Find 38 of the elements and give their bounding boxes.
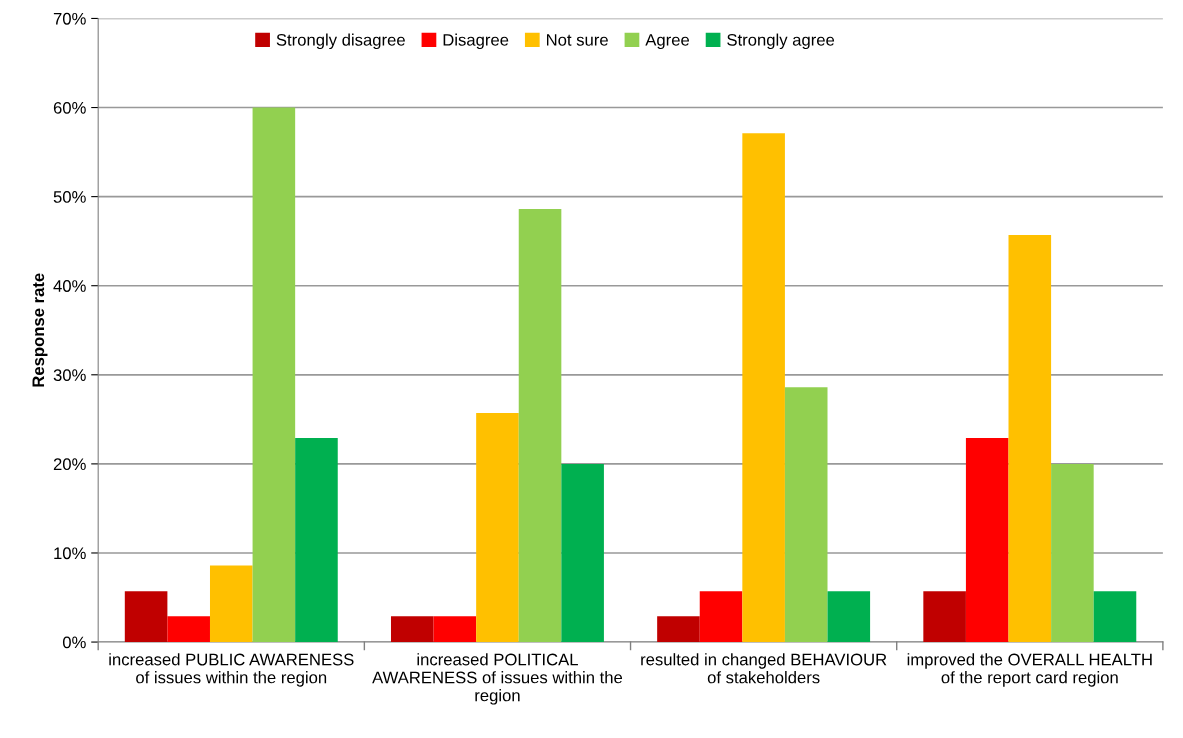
bar [561, 463, 604, 643]
bar [1008, 234, 1052, 643]
bar [390, 616, 434, 643]
bar [784, 387, 828, 643]
legend-label: Strongly agree [727, 33, 835, 50]
y-tick-label: 10% [54, 547, 86, 560]
bar [1051, 463, 1094, 643]
bar [209, 565, 253, 643]
x-tick-label: increased POLITICAL AWARENESS of issues within the region [372, 653, 623, 705]
y-axis-title: Response rate [32, 273, 48, 387]
bar [923, 591, 966, 643]
bar [965, 438, 1009, 643]
bar [167, 616, 210, 643]
bar [657, 616, 700, 643]
legend-label: Strongly disagree [276, 33, 405, 50]
bar [518, 209, 562, 643]
x-tick-label: increased PUBLIC AWARENESS of issues within the region [109, 653, 354, 687]
bar [476, 413, 519, 643]
bar [1093, 591, 1137, 643]
bar [742, 133, 785, 643]
x-tick-label: improved the OVERALL HEALTH of the report card region [907, 653, 1152, 687]
y-tick-label: 20% [53, 458, 86, 471]
x-tick-label: resulted in changed BEHAVIOUR of stakeholders [641, 653, 887, 684]
bar [295, 438, 338, 643]
legend-label: Not sure [547, 34, 608, 46]
legend-label: Agree [645, 34, 690, 50]
y-tick-label: 30% [53, 369, 86, 381]
bar [124, 591, 168, 643]
bar [433, 616, 477, 643]
y-tick-label: 40% [53, 280, 86, 292]
legend-label: Disagree [443, 33, 509, 50]
bar [827, 591, 871, 643]
y-tick-label: 60% [53, 101, 86, 114]
y-tick-label: 50% [53, 191, 86, 203]
y-tick-label: 70% [53, 12, 86, 25]
bar [252, 107, 296, 643]
y-tick-label: 0% [62, 636, 86, 649]
bar [699, 591, 743, 643]
